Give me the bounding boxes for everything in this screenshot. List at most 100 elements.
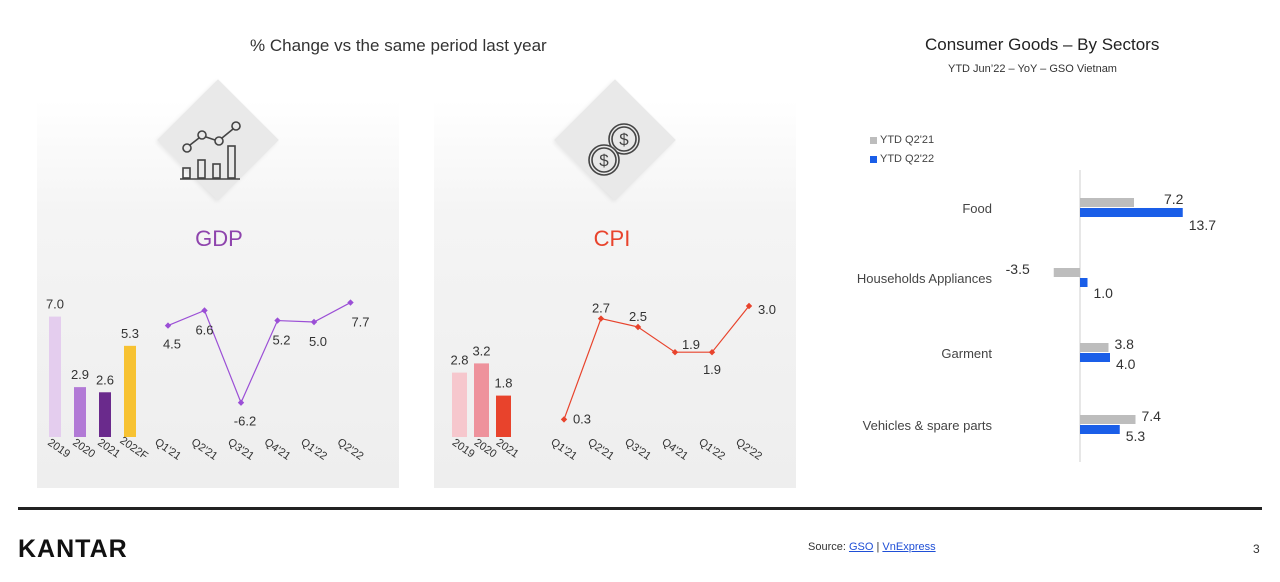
cpi-annual-tick-label: 2019 [450, 437, 477, 461]
gdp-quarterly-point-q4-21 [274, 317, 281, 324]
gdp-quarterly-tick-label: Q1'21 [152, 436, 183, 462]
cpi-annual-tick-label: 2021 [494, 437, 521, 461]
page-number: 3 [1253, 542, 1260, 556]
cpi-quarterly-value-label: 1.9 [682, 337, 700, 352]
gdp-annual-value-label: 2.6 [96, 372, 114, 387]
source-note: Source: GSO | VnExpress [808, 541, 936, 553]
cpi-annual-value-label: 3.2 [472, 343, 490, 358]
cpi-panel: $ $ CPI 2.8 2019 3.2 2020 1.8 2021 0.3 Q1'21 2.7… [434, 79, 796, 488]
cpi-annual-bar-2020 [474, 363, 489, 437]
sector-category-label: Garment [941, 346, 992, 361]
coins-dollar-icon: $ $ [575, 100, 655, 180]
gdp-quarterly-tick-label: Q2'22 [335, 436, 366, 462]
sector-category-label: Food [962, 201, 992, 216]
footer-divider [18, 507, 1262, 510]
gdp-annual-tick-label: 2021 [95, 437, 122, 461]
legend-label-ytd-q2-22: YTD Q2'22 [880, 153, 935, 165]
cpi-quarterly-tick-label: Q4'21 [659, 436, 690, 462]
gdp-annual-value-label: 5.3 [121, 326, 139, 341]
gdp-quarterly-value-label: 4.5 [163, 337, 181, 352]
source-separator: | [873, 541, 883, 553]
sector-value-label: 7.2 [1164, 191, 1184, 207]
left-chart-title: % Change vs the same period last year [250, 36, 547, 55]
sector-value-label: 5.3 [1126, 428, 1146, 444]
sector-value-label: 1.0 [1094, 285, 1114, 301]
cpi-annual-bar-2021 [496, 395, 511, 437]
cpi-annual-bar-2019 [452, 372, 467, 437]
cpi-quarterly-tick-label: Q3'21 [622, 436, 653, 462]
sector-value-label: 3.8 [1115, 336, 1135, 352]
gdp-quarterly-tick-label: Q1'22 [298, 436, 329, 462]
cpi-quarterly-point-q2-22 [745, 302, 753, 310]
gdp-quarterly-tick-label: Q3'21 [225, 436, 256, 462]
gdp-annual-bar-2019 [49, 316, 61, 437]
sector-bar-vehicles-spare-parts-ytd-q2-22 [1080, 425, 1120, 434]
kantar-logo: KANTAR [18, 535, 128, 563]
sector-value-label: 13.7 [1189, 217, 1216, 233]
gdp-quarterly-point-q3-21 [237, 399, 245, 406]
cpi-quarterly-value-label: 0.3 [573, 411, 591, 426]
gdp-annual-value-label: 2.9 [71, 367, 89, 382]
cpi-quarterly-tick-label: Q1'21 [548, 436, 579, 462]
cpi-quarterly-series-line [563, 305, 750, 420]
right-chart-title: Consumer Goods – By Sectors [925, 35, 1160, 54]
cpi-quarterly-tick-label: Q2'21 [585, 436, 616, 462]
sector-bar-households-appliances-ytd-q2-21 [1053, 268, 1080, 277]
sector-bar-garment-ytd-q2-22 [1080, 353, 1110, 362]
gdp-annual-bar-2021 [99, 392, 111, 437]
cpi-quarterly-value-label: 3.0 [758, 302, 776, 317]
legend-label-ytd-q2-21: YTD Q2'21 [880, 134, 935, 146]
sector-bar-garment-ytd-q2-21 [1080, 343, 1109, 352]
cpi-quarterly-value-label: 1.9 [703, 362, 721, 377]
consumer-goods-chart: Food 7.2 13.7 Households Appliances -3.5 1.0 G… [857, 170, 1216, 462]
legend-swatch-ytd-q2-22 [870, 155, 877, 163]
gdp-panel: GDP 7.0 2019 2.9 2020 2.6 2021 5.3 2022F 4.5 Q1'2… [37, 79, 399, 488]
sector-category-label: Vehicles & spare parts [863, 418, 993, 433]
source-link-gso[interactable]: GSO [848, 541, 874, 553]
legend-item-ytd-q2-22: YTD Q2'22 [870, 153, 934, 165]
line-bar-chart-icon [178, 100, 258, 180]
sector-bar-food-ytd-q2-21 [1080, 198, 1134, 207]
sector-bar-vehicles-spare-parts-ytd-q2-21 [1080, 415, 1136, 424]
source-prefix: Source: [808, 541, 849, 553]
cpi-quarterly-tick-label: Q2'22 [733, 436, 764, 462]
legend-swatch-ytd-q2-21 [870, 136, 877, 144]
sector-value-label: 7.4 [1142, 408, 1162, 424]
gdp-quarterly-point-q1-22 [310, 318, 318, 326]
gdp-quarterly-point-q1-21 [164, 322, 172, 329]
cpi-annual-value-label: 1.8 [494, 376, 512, 391]
cpi-quarterly-point-q2-21 [597, 315, 605, 322]
gdp-annual-tick-label: 2019 [45, 437, 72, 461]
gdp-quarterly-value-label: 6.6 [195, 322, 213, 337]
cpi-quarterly-value-label: 2.5 [629, 309, 647, 324]
cpi-quarterly-point-q4-21 [671, 349, 679, 356]
cpi-chart: 2.8 2019 3.2 2020 1.8 2021 0.3 Q1'21 2.7 Q2'21 2.5… [450, 301, 776, 463]
gdp-annual-bar-2022f [124, 345, 136, 437]
gdp-annual-tick-label: 2022F [117, 435, 150, 463]
cpi-quarterly-value-label: 2.7 [592, 301, 610, 316]
gdp-annual-bar-2020 [74, 387, 86, 437]
gdp-quarterly-tick-label: Q4'21 [262, 436, 293, 462]
cpi-annual-value-label: 2.8 [450, 353, 468, 368]
cpi-quarterly-point-q3-21 [634, 323, 642, 331]
gdp-quarterly-point-q2-21 [201, 307, 208, 314]
gdp-annual-value-label: 7.0 [46, 297, 64, 312]
gdp-quarterly-series-line [167, 302, 351, 405]
gdp-quarterly-value-label: -6.2 [234, 414, 256, 429]
right-chart-subtitle: YTD Jun’22 – YoY – GSO Vietnam [948, 63, 1117, 75]
gdp-quarterly-value-label: 5.2 [272, 333, 290, 348]
svg-text:$: $ [599, 151, 609, 170]
gdp-label: GDP [195, 226, 243, 251]
gdp-quarterly-value-label: 5.0 [309, 334, 327, 349]
sector-value-label: 4.0 [1116, 356, 1136, 372]
cpi-quarterly-point-q1-21 [560, 416, 568, 423]
sector-bar-food-ytd-q2-22 [1080, 208, 1183, 217]
gdp-annual-tick-label: 2020 [70, 437, 97, 461]
gdp-quarterly-value-label: 7.7 [351, 315, 369, 330]
cpi-annual-tick-label: 2020 [472, 437, 499, 461]
gdp-quarterly-point-q2-22 [347, 299, 354, 306]
gdp-chart: 7.0 2019 2.9 2020 2.6 2021 5.3 2022F 4.5 Q1'21 6.6… [45, 297, 369, 463]
source-link-vnexpress[interactable]: VnExpress [882, 541, 936, 553]
cpi-quarterly-tick-label: Q1'22 [696, 436, 727, 462]
cpi-label: CPI [593, 226, 631, 251]
